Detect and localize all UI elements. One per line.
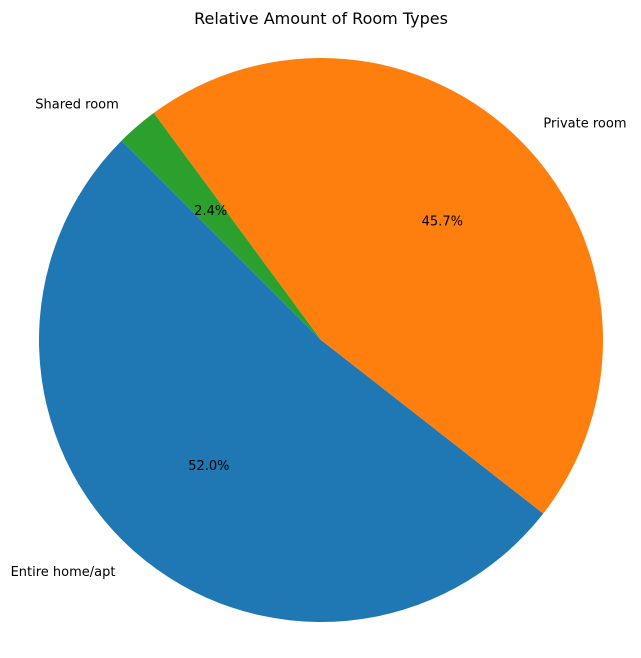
slice-label: Entire home/apt	[11, 565, 116, 580]
pie-slices	[38, 58, 603, 623]
chart-title: Relative Amount of Room Types	[194, 9, 448, 28]
pie-slice	[38, 140, 544, 623]
slice-label: Private room	[543, 116, 626, 131]
slice-percent-label: 2.4%	[194, 204, 227, 219]
slice-percent-label: 45.7%	[422, 215, 463, 230]
slice-percent-label: 52.0%	[188, 459, 229, 474]
pie-slice	[121, 112, 321, 340]
pie-slice	[153, 58, 603, 514]
slice-label: Shared room	[35, 97, 119, 112]
pie-labels: Entire home/apt 52.0% Private room 45.7% Sha…	[11, 97, 627, 580]
